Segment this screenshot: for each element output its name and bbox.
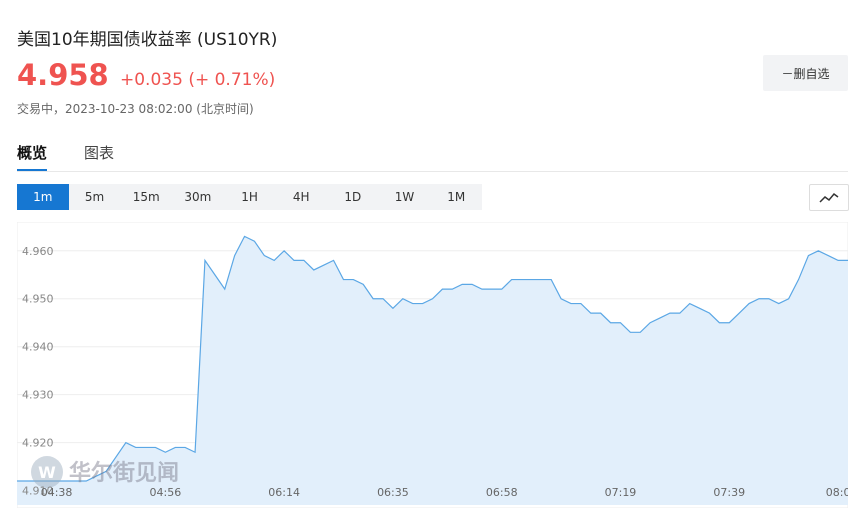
y-tick-label: 4.960 bbox=[22, 245, 54, 258]
interval-button[interactable]: 5m bbox=[84, 190, 105, 204]
x-tick-label: 06:58 bbox=[486, 486, 518, 499]
chart-icon bbox=[819, 192, 839, 203]
divider bbox=[17, 171, 848, 172]
interval-button[interactable]: 1M bbox=[447, 190, 466, 204]
area bbox=[17, 236, 848, 505]
y-tick-label: 4.940 bbox=[22, 341, 54, 354]
y-tick-label: 4.910 bbox=[22, 485, 54, 498]
chart: W 华尔街见闻 4.910 4.920 4.930 4.940 4.950 4.960 04… bbox=[17, 222, 848, 508]
x-tick-label: 08:0 bbox=[826, 486, 848, 499]
watermark-text: 华尔街见闻 bbox=[69, 460, 179, 486]
interval-button[interactable]: 4H bbox=[292, 190, 310, 204]
price-change: +0.035 (+ 0.71%) bbox=[120, 70, 276, 90]
tab[interactable]: 图表 bbox=[84, 144, 115, 162]
title: 美国10年期国债收益率 (US10YR) bbox=[17, 30, 278, 50]
interval-button[interactable]: 15m bbox=[132, 190, 160, 204]
interval-button[interactable]: 1m bbox=[17, 184, 69, 210]
interval-button[interactable]: 1W bbox=[394, 190, 415, 204]
x-tick-label: 07:19 bbox=[605, 486, 637, 499]
y-tick-label: 4.950 bbox=[22, 293, 54, 306]
y-tick-label: 4.930 bbox=[22, 389, 54, 402]
interval-bar: 1m 5m 15m 30m 1H 4H 1D 1W 1M bbox=[17, 184, 482, 210]
price: 4.958 bbox=[17, 58, 109, 92]
x-tick-label: 04:56 bbox=[150, 486, 182, 499]
x-tick-label: 07:39 bbox=[713, 486, 745, 499]
interval-button[interactable]: 1D bbox=[344, 190, 362, 204]
interval-button[interactable]: 30m bbox=[184, 190, 212, 204]
x-tick-label: 06:14 bbox=[268, 486, 300, 499]
x-tick-label: 06:35 bbox=[377, 486, 409, 499]
x-tick-label: 04:38 bbox=[41, 486, 73, 499]
interval-button[interactable]: 1H bbox=[241, 190, 258, 204]
watermark-logo bbox=[31, 456, 63, 488]
watchlist-button[interactable]: －删自选 bbox=[763, 55, 848, 91]
line bbox=[17, 235, 848, 482]
tab[interactable]: 概览 bbox=[17, 144, 48, 171]
watermark-logo-mark: W bbox=[38, 463, 56, 482]
trade-status: 交易中，2023-10-23 08:02:00 (北京时间) bbox=[17, 102, 254, 116]
chart-type-button[interactable] bbox=[809, 184, 849, 211]
watermark: W 华尔街见闻 bbox=[31, 456, 179, 488]
y-tick-label: 4.920 bbox=[22, 437, 54, 450]
